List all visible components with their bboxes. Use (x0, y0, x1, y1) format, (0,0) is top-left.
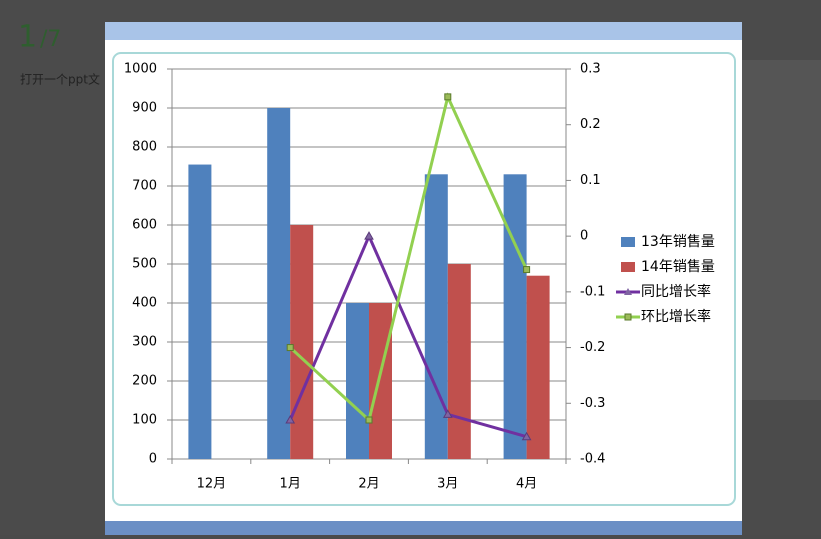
y-tick-label: 100 (132, 413, 157, 428)
x-tick-label: 3月 (437, 477, 458, 492)
bar (447, 264, 471, 459)
bar (526, 275, 550, 459)
status-bar (105, 521, 742, 535)
slide-edge (742, 60, 821, 400)
y-tick-label: 300 (132, 335, 157, 350)
marker (286, 344, 294, 352)
bar (369, 303, 392, 459)
y-tick-label: 400 (132, 296, 157, 311)
legend-swatch (621, 262, 635, 272)
marker (442, 409, 453, 418)
chart: 0 100 200 300 400 500 600 700 800 900 1000 -0.4 -0.3… (124, 62, 715, 492)
bar (267, 108, 291, 459)
y-tick-label: 900 (132, 101, 157, 116)
title-bar (105, 22, 742, 40)
y2-tick-label: 0.3 (580, 62, 601, 77)
legend-label: 同比增长率 (641, 283, 711, 300)
line (288, 232, 528, 439)
legend-marker (624, 288, 632, 295)
y-tick-label: 200 (132, 374, 157, 389)
y-tick-label: 0 (149, 452, 157, 467)
y2-tick-label: -0.1 (580, 284, 605, 299)
x-tick-label: 2月 (358, 477, 379, 492)
y-tick-label: 800 (132, 140, 157, 155)
legend-label: 13年销售量 (641, 234, 715, 250)
step-total: /7 (40, 27, 61, 52)
y2-tick-label: -0.3 (580, 396, 605, 411)
bar (188, 164, 212, 460)
x-tick-label: 1月 (280, 477, 301, 492)
marker (364, 231, 374, 240)
line (289, 92, 528, 423)
marker (444, 93, 452, 101)
y2-tick-label: 0 (580, 229, 588, 244)
y-tick-label: 500 (132, 257, 157, 272)
marker (285, 414, 296, 424)
y-tick-label: 700 (132, 179, 157, 194)
step-number: 1 (18, 20, 37, 55)
x-tick-label: 12月 (197, 477, 227, 492)
bar (346, 303, 369, 459)
y2-tick-label: 0.2 (580, 117, 601, 132)
step-text: 打开一个ppt文 (20, 72, 100, 87)
bar (424, 174, 448, 460)
y2-tick-label: -0.4 (580, 452, 605, 467)
y2-tick-label: -0.2 (580, 340, 605, 355)
y2-tick-label: 0.1 (580, 173, 601, 188)
x-tick-label: 4月 (516, 477, 537, 492)
y-tick-label: 1000 (124, 62, 157, 77)
legend-label: 14年销售量 (641, 259, 715, 275)
marker (523, 266, 531, 274)
bar (503, 174, 527, 460)
y-tick-label: 600 (132, 218, 157, 233)
marker (365, 416, 373, 424)
legend-marker (624, 313, 632, 321)
legend-swatch (621, 237, 635, 247)
bar (290, 225, 314, 459)
marker (521, 431, 532, 441)
legend-label: 环比增长率 (641, 308, 711, 325)
